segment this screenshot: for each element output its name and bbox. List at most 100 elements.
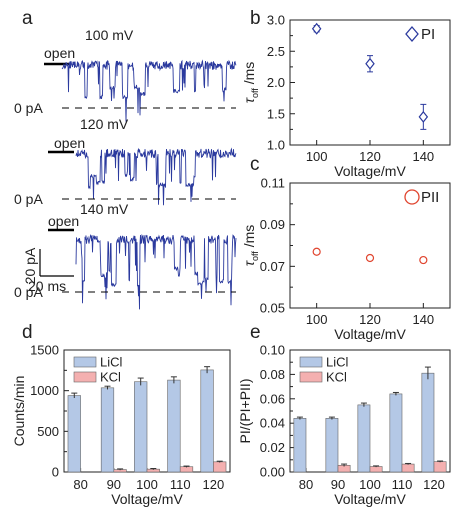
legend-label: PI bbox=[421, 26, 435, 43]
x-tick-label: 100 bbox=[136, 477, 158, 492]
x-axis-title: Voltage/mV bbox=[111, 491, 183, 507]
legend-label: KCl bbox=[100, 370, 121, 385]
voltage-label-1: 100 mV bbox=[85, 27, 134, 43]
x-axis-title: Voltage/mV bbox=[334, 491, 406, 507]
bar bbox=[293, 418, 307, 473]
y-tick-label: 0.11 bbox=[261, 176, 285, 191]
x-tick-label: 120 bbox=[359, 149, 381, 164]
x-tick-label: 120 bbox=[423, 477, 445, 492]
y-tick-label: 0.00 bbox=[260, 465, 285, 480]
y-tick-label: 1.5 bbox=[267, 106, 285, 121]
voltage-label-3: 140 mV bbox=[80, 201, 129, 217]
data-point bbox=[365, 57, 375, 70]
bar bbox=[167, 379, 181, 473]
panel-letter-e: e bbox=[250, 322, 261, 343]
y-tick-label: 500 bbox=[37, 424, 59, 439]
zero-label-3: 0 pA bbox=[14, 284, 43, 300]
y-tick-label: 2.0 bbox=[267, 75, 285, 90]
legend-marker bbox=[405, 26, 419, 42]
data-point bbox=[311, 22, 322, 35]
y-tick-label: 1500 bbox=[30, 343, 59, 358]
x-tick-label: 80 bbox=[299, 477, 313, 492]
bar bbox=[325, 418, 339, 473]
trace-panel: 100 mV open 0 pA 120 mV open 0 pA 140 mV… bbox=[14, 27, 237, 310]
y-tick-label: 2.5 bbox=[267, 44, 285, 59]
x-tick-label: 110 bbox=[170, 477, 191, 492]
bar bbox=[421, 372, 435, 473]
current-trace-2 bbox=[75, 147, 237, 206]
chart-b: 1.0 1.5 2.0 2.5 3.0 100 120 140 Voltage/mV τoff /… bbox=[241, 13, 451, 179]
y-axis-title: τoff /ms bbox=[241, 62, 260, 104]
legend-swatch bbox=[73, 371, 97, 383]
bar bbox=[433, 461, 447, 473]
y-tick-label: 0.06 bbox=[260, 391, 285, 406]
chart-d: 0 500 1000 1500 80 90 100 110 120 Voltage/mV Count… bbox=[11, 343, 231, 507]
open-label-1: open bbox=[44, 45, 75, 61]
x-tick-label: 90 bbox=[107, 477, 121, 492]
x-axis-title: Voltage/mV bbox=[334, 163, 406, 179]
x-tick-label: 100 bbox=[306, 149, 328, 164]
bar bbox=[100, 387, 115, 473]
panel-letter-d: d bbox=[22, 322, 33, 343]
bar bbox=[213, 461, 227, 473]
data-point bbox=[365, 253, 375, 263]
open-label-2: open bbox=[54, 135, 85, 151]
x-tick-label: 80 bbox=[73, 477, 87, 492]
legend-label: LiCl bbox=[100, 355, 123, 370]
x-tick-label: 120 bbox=[359, 312, 381, 327]
legend-label: PII bbox=[421, 189, 439, 206]
scale-time-label: 20 ms bbox=[28, 278, 66, 294]
y-axis-title: PI/(PI+PII) bbox=[237, 379, 253, 444]
data-point bbox=[312, 247, 321, 256]
x-axis-title: Voltage/mV bbox=[334, 326, 406, 342]
y-tick-label: 1000 bbox=[30, 383, 59, 398]
legend-swatch bbox=[299, 371, 323, 383]
bar bbox=[67, 395, 81, 473]
legend-marker bbox=[404, 189, 420, 205]
bar bbox=[134, 381, 148, 473]
y-tick-label: 1.0 bbox=[267, 138, 285, 153]
bar bbox=[369, 466, 383, 473]
x-tick-label: 140 bbox=[412, 149, 434, 164]
y-tick-label: 0.05 bbox=[260, 301, 285, 316]
zero-label-2: 0 pA bbox=[14, 191, 43, 207]
panel-letter-b: b bbox=[250, 8, 261, 29]
bar bbox=[389, 393, 403, 473]
legend-swatch bbox=[73, 356, 97, 368]
y-tick-label: 0.09 bbox=[260, 217, 285, 232]
y-tick-label: 0.02 bbox=[260, 440, 285, 455]
current-trace-1 bbox=[61, 59, 237, 122]
panel-letter-c: c bbox=[250, 154, 260, 175]
bar bbox=[357, 404, 371, 473]
x-tick-label: 110 bbox=[392, 477, 413, 492]
data-point bbox=[418, 110, 429, 123]
y-axis-title: τoff /ms bbox=[241, 225, 260, 267]
x-tick-label: 100 bbox=[359, 477, 381, 492]
current-trace-3 bbox=[75, 233, 237, 310]
legend-label: LiCl bbox=[326, 355, 349, 370]
y-tick-label: 0.08 bbox=[260, 367, 285, 382]
y-axis-title: Counts/min bbox=[11, 376, 27, 447]
legend-swatch bbox=[299, 356, 323, 368]
y-tick-label: 0.07 bbox=[260, 259, 285, 274]
voltage-label-2: 120 mV bbox=[80, 116, 129, 132]
bar bbox=[200, 369, 214, 473]
panel-letter-a: a bbox=[22, 8, 33, 29]
chart-e: 0.00 0.02 0.04 0.06 0.08 0.10 80 90 100 110 120 Vol… bbox=[237, 343, 451, 507]
x-tick-label: 100 bbox=[306, 312, 328, 327]
bar bbox=[179, 466, 194, 473]
data-point bbox=[419, 255, 428, 265]
y-tick-label: 3.0 bbox=[267, 13, 285, 28]
chart-c: 0.05 0.07 0.09 0.11 100 120 140 Voltage/mV τoff … bbox=[241, 176, 451, 342]
x-tick-label: 120 bbox=[203, 477, 225, 492]
scale-current-label: 20 pA bbox=[22, 247, 38, 284]
legend-label: KCl bbox=[326, 370, 347, 385]
x-tick-label: 140 bbox=[412, 312, 434, 327]
open-label-3: open bbox=[48, 213, 79, 229]
y-tick-label: 0.04 bbox=[260, 416, 285, 431]
bar bbox=[401, 463, 415, 473]
y-tick-label: 0 bbox=[52, 465, 59, 480]
y-tick-label: 0.10 bbox=[260, 343, 285, 358]
zero-label-1: 0 pA bbox=[14, 100, 43, 116]
